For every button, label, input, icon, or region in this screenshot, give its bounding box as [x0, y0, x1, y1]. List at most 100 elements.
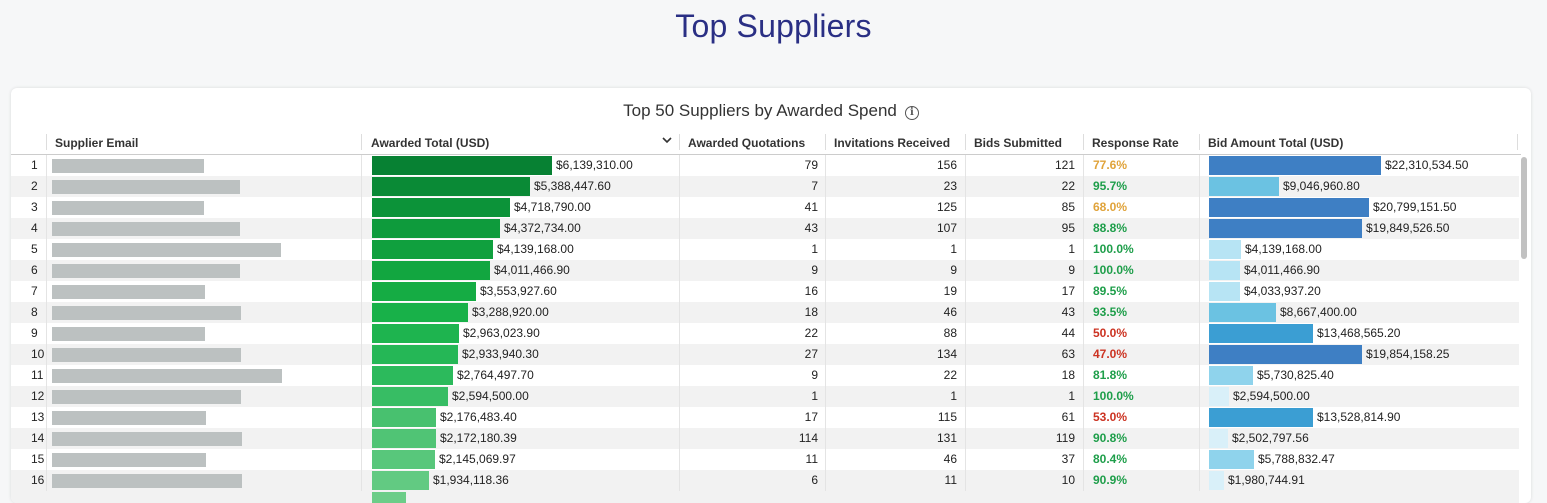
column-separator[interactable] — [679, 134, 680, 150]
vertical-scrollbar[interactable] — [1519, 155, 1529, 503]
awarded-quotations-value: 6 — [811, 473, 818, 487]
invitations-received-value: 11 — [944, 473, 957, 487]
awarded-quotations-value: 22 — [804, 326, 818, 340]
supplier-email-redacted[interactable] — [52, 432, 242, 446]
sort-descending-icon[interactable] — [661, 134, 673, 146]
column-separator — [1199, 260, 1200, 281]
table-row[interactable]: 8 $3,288,920.00 18 46 43 93.5% $8,667,400.00 — [11, 302, 1519, 323]
awarded-quotations-value: 18 — [804, 305, 818, 319]
supplier-email-redacted[interactable] — [52, 201, 204, 215]
supplier-email-redacted[interactable] — [52, 306, 241, 320]
bid-amount-total-bar — [1209, 303, 1276, 322]
column-separator[interactable] — [1517, 134, 1518, 150]
supplier-email-redacted[interactable] — [52, 369, 282, 383]
supplier-email-redacted[interactable] — [52, 243, 281, 257]
supplier-email-redacted[interactable] — [52, 348, 241, 362]
column-separator — [1199, 344, 1200, 365]
column-separator[interactable] — [965, 134, 966, 150]
column-header-supplier-email[interactable]: Supplier Email — [55, 136, 139, 150]
table-row[interactable]: 13 $2,176,483.40 17 115 61 53.0% $13,528,814.9… — [11, 407, 1519, 428]
column-separator — [46, 155, 47, 176]
column-separator[interactable] — [361, 134, 362, 150]
supplier-email-redacted[interactable] — [52, 474, 242, 488]
column-header-invitations-received[interactable]: Invitations Received — [834, 136, 951, 150]
supplier-email-redacted[interactable] — [52, 222, 240, 236]
column-separator — [965, 386, 966, 407]
table-row[interactable]: 9 $2,963,023.90 22 88 44 50.0% $13,468,565.20 — [11, 323, 1519, 344]
row-rank: 10 — [31, 347, 45, 361]
column-separator — [1083, 155, 1084, 176]
response-rate-value: 90.8% — [1093, 431, 1128, 445]
awarded-total-value: $6,139,310.00 — [556, 158, 633, 172]
table-row[interactable]: 1 $6,139,310.00 79 156 121 77.6% $22,310,534.5… — [11, 155, 1519, 176]
column-separator — [825, 449, 826, 470]
table-row[interactable]: 5 $4,139,168.00 1 1 1 100.0% $4,139,168.00 — [11, 239, 1519, 260]
bid-amount-total-bar — [1209, 282, 1240, 301]
column-separator — [1199, 323, 1200, 344]
table-row[interactable]: 6 $4,011,466.90 9 9 9 100.0% $4,011,466.90 — [11, 260, 1519, 281]
column-separator — [679, 176, 680, 197]
awarded-total-bar — [372, 408, 436, 427]
table-row[interactable]: 3 $4,718,790.00 41 125 85 68.0% $20,799,151.50 — [11, 197, 1519, 218]
scrollbar-thumb[interactable] — [1521, 157, 1527, 259]
table-row[interactable]: 4 $4,372,734.00 43 107 95 88.8% $19,849,526.50 — [11, 218, 1519, 239]
table-row[interactable] — [11, 491, 1519, 503]
column-header-awarded-total[interactable]: Awarded Total (USD) — [371, 136, 490, 150]
awarded-total-value: $1,934,118.36 — [433, 473, 509, 487]
column-separator — [46, 239, 47, 260]
column-separator — [1083, 323, 1084, 344]
supplier-email-redacted[interactable] — [52, 390, 241, 404]
table-row[interactable]: 10 $2,933,940.30 27 134 63 47.0% $19,854,158.2… — [11, 344, 1519, 365]
response-rate-value: 100.0% — [1093, 263, 1134, 277]
column-separator — [1083, 302, 1084, 323]
bid-amount-total-value: $13,468,565.20 — [1317, 326, 1401, 340]
column-separator[interactable] — [46, 134, 47, 150]
awarded-total-value: $4,372,734.00 — [504, 221, 581, 235]
supplier-email-redacted[interactable] — [52, 180, 240, 194]
invitations-received-value: 125 — [936, 200, 957, 214]
supplier-email-redacted[interactable] — [52, 159, 204, 173]
row-rank: 11 — [31, 368, 44, 382]
column-separator[interactable] — [1199, 134, 1200, 150]
table-row[interactable]: 14 $2,172,180.39 114 131 119 90.8% $2,502,797.… — [11, 428, 1519, 449]
column-separator[interactable] — [825, 134, 826, 150]
table-row[interactable]: 16 $1,934,118.36 6 11 10 90.9% $1,980,744.91 — [11, 470, 1519, 491]
supplier-email-redacted[interactable] — [52, 411, 206, 425]
awarded-quotations-value: 1 — [811, 389, 818, 403]
header-divider — [11, 154, 1521, 155]
awarded-total-value: $4,139,168.00 — [497, 242, 574, 256]
column-header-awarded-quotations[interactable]: Awarded Quotations — [688, 136, 806, 150]
supplier-email-redacted[interactable] — [52, 264, 240, 278]
supplier-email-redacted[interactable] — [52, 453, 206, 467]
bid-amount-total-value: $19,854,158.25 — [1366, 347, 1450, 361]
awarded-quotations-value: 16 — [804, 284, 818, 298]
column-separator — [361, 323, 362, 344]
column-header-bid-amount-total[interactable]: Bid Amount Total (USD) — [1208, 136, 1344, 150]
column-separator — [46, 470, 47, 491]
supplier-email-redacted[interactable] — [52, 327, 205, 341]
bid-amount-total-bar — [1209, 240, 1241, 259]
table-row[interactable]: 2 $5,388,447.60 7 23 22 95.7% $9,046,960.80 — [11, 176, 1519, 197]
suppliers-table-card: Top 50 Suppliers by Awarded Spend i Suppl… — [11, 88, 1531, 503]
column-header-response-rate[interactable]: Response Rate — [1092, 136, 1179, 150]
awarded-total-bar — [372, 366, 453, 385]
column-header-bids-submitted[interactable]: Bids Submitted — [974, 136, 1063, 150]
column-separator — [1199, 239, 1200, 260]
response-rate-value: 90.9% — [1093, 473, 1128, 487]
awarded-total-value: $2,764,497.70 — [457, 368, 534, 382]
table-row[interactable]: 12 $2,594,500.00 1 1 1 100.0% $2,594,500.00 — [11, 386, 1519, 407]
column-separator[interactable] — [1083, 134, 1084, 150]
table-row[interactable]: 11 $2,764,497.70 9 22 18 81.8% $5,730,825.40 — [11, 365, 1519, 386]
row-rank: 4 — [31, 221, 38, 235]
info-icon[interactable]: i — [904, 106, 919, 120]
bids-submitted-value: 85 — [1061, 200, 1075, 214]
row-rank: 9 — [31, 326, 38, 340]
column-separator — [679, 260, 680, 281]
column-separator — [1083, 260, 1084, 281]
row-rank: 2 — [31, 179, 38, 193]
column-separator — [1083, 344, 1084, 365]
column-separator — [361, 176, 362, 197]
supplier-email-redacted[interactable] — [52, 285, 205, 299]
table-row[interactable]: 15 $2,145,069.97 11 46 37 80.4% $5,788,832.47 — [11, 449, 1519, 470]
table-row[interactable]: 7 $3,553,927.60 16 19 17 89.5% $4,033,937.20 — [11, 281, 1519, 302]
